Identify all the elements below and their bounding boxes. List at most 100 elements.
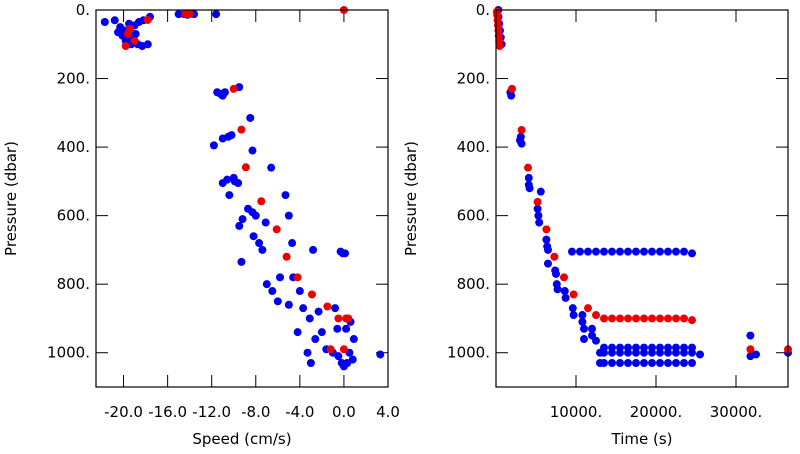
plot-frame bbox=[495, 9, 789, 388]
data-point bbox=[632, 359, 640, 368]
data-point bbox=[616, 247, 624, 256]
data-point bbox=[576, 247, 584, 256]
x-tick-label: 20000. bbox=[630, 403, 683, 421]
data-point bbox=[648, 314, 656, 323]
y-tick-label: 600. bbox=[457, 207, 490, 225]
data-point bbox=[560, 273, 568, 282]
data-point bbox=[237, 257, 246, 266]
data-point bbox=[282, 252, 291, 261]
data-point bbox=[688, 343, 696, 352]
data-point bbox=[535, 218, 544, 227]
data-point bbox=[664, 247, 672, 256]
data-point bbox=[376, 350, 385, 359]
data-point bbox=[288, 239, 297, 248]
data-point bbox=[348, 355, 357, 364]
data-point bbox=[508, 84, 516, 93]
data-point bbox=[624, 247, 632, 256]
data-point bbox=[223, 175, 232, 184]
data-point bbox=[561, 293, 570, 302]
data-point bbox=[588, 324, 596, 333]
data-point bbox=[276, 273, 285, 282]
data-point bbox=[688, 359, 696, 368]
y-axis-title: Pressure (dbar) bbox=[2, 141, 20, 256]
data-point bbox=[246, 113, 255, 122]
data-point bbox=[640, 343, 648, 352]
data-point bbox=[143, 40, 152, 49]
data-point bbox=[533, 204, 542, 213]
data-point bbox=[123, 29, 132, 38]
data-point bbox=[680, 343, 688, 352]
data-point bbox=[578, 311, 587, 320]
y-tick-label: 200. bbox=[457, 70, 490, 88]
data-point bbox=[349, 335, 358, 344]
y-tick-label: 1000. bbox=[447, 344, 490, 362]
data-point bbox=[334, 352, 343, 361]
data-point bbox=[608, 247, 616, 256]
data-point bbox=[130, 36, 139, 45]
data-point bbox=[267, 163, 276, 172]
data-point bbox=[544, 259, 552, 268]
data-point bbox=[584, 247, 592, 256]
data-point bbox=[536, 187, 545, 196]
y-tick-label: 400. bbox=[457, 138, 490, 156]
data-point bbox=[209, 141, 218, 150]
data-point bbox=[281, 191, 290, 200]
data-point bbox=[225, 191, 234, 200]
data-point bbox=[249, 232, 258, 241]
data-point bbox=[616, 314, 624, 323]
data-point bbox=[608, 343, 616, 352]
data-point bbox=[314, 307, 323, 316]
data-point bbox=[257, 197, 266, 206]
data-point bbox=[262, 280, 271, 289]
data-point bbox=[272, 225, 281, 234]
x-tick-label: -12.0 bbox=[192, 403, 231, 421]
data-point bbox=[648, 247, 656, 256]
data-point bbox=[273, 297, 282, 306]
data-point bbox=[656, 314, 664, 323]
data-point bbox=[640, 359, 648, 368]
data-point bbox=[110, 16, 119, 25]
data-point bbox=[656, 343, 664, 352]
y-tick-label: 800. bbox=[457, 275, 490, 293]
data-point bbox=[640, 314, 648, 323]
data-point bbox=[752, 350, 760, 359]
data-point bbox=[600, 314, 608, 323]
y-tick-label: 800. bbox=[57, 275, 90, 293]
data-point bbox=[334, 314, 343, 323]
data-point bbox=[672, 359, 680, 368]
data-point bbox=[517, 125, 526, 134]
data-point bbox=[664, 359, 672, 368]
data-point bbox=[580, 324, 588, 333]
data-point bbox=[306, 359, 315, 368]
data-point bbox=[592, 247, 600, 256]
data-point bbox=[181, 10, 190, 19]
data-point bbox=[305, 314, 314, 323]
data-point bbox=[746, 345, 755, 354]
data-point bbox=[248, 146, 257, 155]
data-point bbox=[309, 245, 318, 254]
data-point bbox=[632, 343, 640, 352]
data-point bbox=[568, 304, 577, 313]
data-point bbox=[235, 221, 244, 230]
data-point bbox=[293, 328, 302, 337]
data-point bbox=[584, 304, 592, 313]
y-tick-label: 400. bbox=[57, 138, 90, 156]
data-point bbox=[339, 345, 348, 354]
data-point bbox=[317, 328, 326, 337]
y-tick-label: 1000. bbox=[47, 344, 90, 362]
data-point bbox=[251, 211, 260, 220]
data-point bbox=[174, 10, 183, 19]
data-point bbox=[569, 290, 578, 299]
data-point bbox=[241, 163, 250, 172]
y-tick-label: 200. bbox=[57, 70, 90, 88]
data-point bbox=[533, 197, 542, 206]
data-point bbox=[542, 235, 551, 244]
data-point bbox=[688, 249, 696, 258]
x-tick-label: -20.0 bbox=[104, 403, 143, 421]
data-point bbox=[342, 324, 351, 333]
data-point bbox=[624, 359, 632, 368]
data-point bbox=[284, 211, 293, 220]
data-point bbox=[616, 343, 624, 352]
data-point bbox=[295, 287, 304, 296]
data-point bbox=[592, 311, 600, 320]
